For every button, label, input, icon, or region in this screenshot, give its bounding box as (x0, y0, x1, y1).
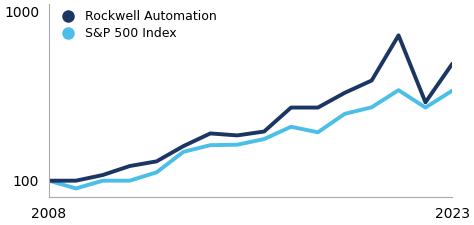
Rockwell Automation (100, 174, 106, 176)
Rockwell Automation (181, 145, 186, 147)
Line: Rockwell Automation: Rockwell Automation (49, 35, 452, 181)
Rockwell Automation (342, 91, 347, 94)
S&P 500 Index (73, 187, 79, 190)
S&P 500 Index (369, 106, 374, 109)
S&P 500 Index (423, 106, 428, 109)
Rockwell Automation (234, 134, 240, 137)
Rockwell Automation (261, 130, 267, 133)
Rockwell Automation (449, 62, 455, 65)
Rockwell Automation (315, 106, 321, 109)
Rockwell Automation (208, 132, 213, 135)
S&P 500 Index (100, 179, 106, 182)
Rockwell Automation (73, 179, 79, 182)
Rockwell Automation (396, 34, 401, 37)
Rockwell Automation (154, 160, 159, 163)
Rockwell Automation (423, 101, 428, 104)
S&P 500 Index (449, 89, 455, 92)
S&P 500 Index (261, 138, 267, 140)
S&P 500 Index (208, 144, 213, 146)
S&P 500 Index (46, 179, 52, 182)
S&P 500 Index (342, 112, 347, 115)
S&P 500 Index (181, 151, 186, 153)
Legend: Rockwell Automation, S&P 500 Index: Rockwell Automation, S&P 500 Index (53, 8, 219, 43)
Rockwell Automation (288, 106, 294, 109)
S&P 500 Index (396, 89, 401, 92)
S&P 500 Index (234, 143, 240, 146)
S&P 500 Index (154, 171, 159, 174)
Rockwell Automation (46, 179, 52, 182)
S&P 500 Index (315, 131, 321, 134)
S&P 500 Index (288, 125, 294, 128)
S&P 500 Index (127, 179, 133, 182)
Rockwell Automation (369, 79, 374, 82)
Rockwell Automation (127, 165, 133, 167)
Line: S&P 500 Index: S&P 500 Index (49, 90, 452, 189)
